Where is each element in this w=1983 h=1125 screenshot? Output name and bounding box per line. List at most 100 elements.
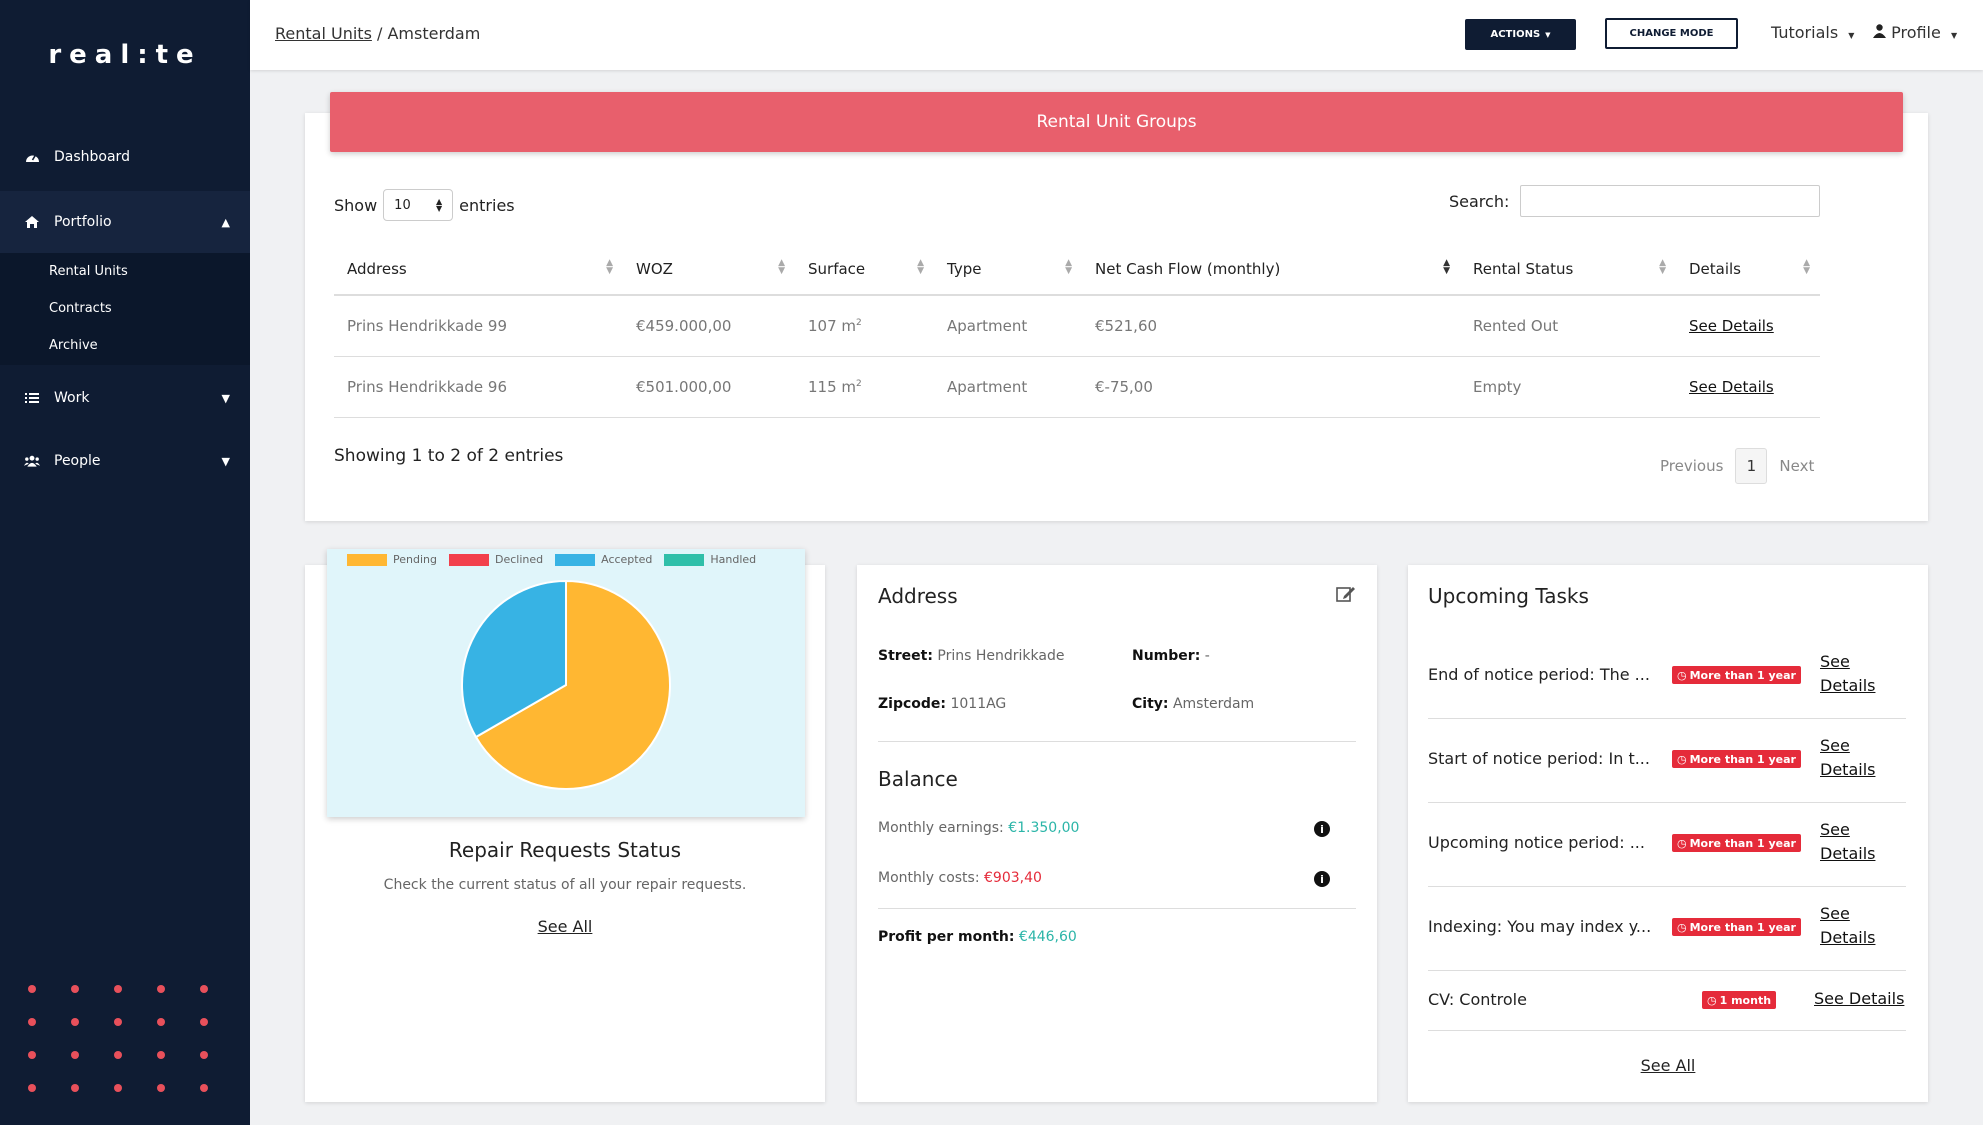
users-icon bbox=[24, 453, 40, 469]
see-details-link[interactable]: See Details bbox=[1814, 989, 1905, 1008]
city-label: City: bbox=[1132, 696, 1169, 712]
city-field: City: Amsterdam bbox=[1132, 696, 1254, 712]
show-label: Show bbox=[334, 195, 378, 215]
actions-button[interactable]: ACTIONS ▼ bbox=[1465, 19, 1576, 50]
sidebar-item-dashboard[interactable]: Dashboard bbox=[0, 129, 250, 185]
divider bbox=[878, 908, 1356, 909]
sidebar-subitem-archive[interactable]: Archive bbox=[49, 338, 98, 353]
column-header-woz[interactable]: WOZ ▲ ▼ bbox=[623, 243, 795, 296]
breadcrumb-current: Amsterdam bbox=[387, 24, 481, 43]
due-badge: ◷ 1 month bbox=[1702, 991, 1777, 1009]
clock-icon: ◷ bbox=[1707, 993, 1717, 1007]
see-details-link[interactable]: See Details bbox=[1820, 902, 1875, 950]
page-size-select[interactable]: 10 ▲ ▼ bbox=[383, 189, 454, 221]
next-page-button[interactable]: Next bbox=[1779, 457, 1815, 475]
monthly-costs-field: Monthly costs: €903,40 bbox=[878, 870, 1042, 886]
column-header-details[interactable]: Details ▲ ▼ bbox=[1676, 243, 1820, 296]
link-line: Details bbox=[1820, 676, 1876, 695]
search-label: Search: bbox=[1449, 192, 1510, 211]
number-field: Number: - bbox=[1132, 648, 1210, 664]
breadcrumb-link[interactable]: Rental Units bbox=[275, 24, 372, 43]
see-all-tasks-wrap: See All bbox=[1408, 1056, 1928, 1075]
column-label: Net Cash Flow (monthly) bbox=[1095, 259, 1281, 278]
legend-swatch bbox=[664, 553, 705, 566]
surface-unit-sup: 2 bbox=[856, 318, 862, 328]
task-title: Start of notice period: In t... bbox=[1428, 749, 1650, 768]
legend-item[interactable]: Declined bbox=[448, 553, 543, 566]
table-row: Prins Hendrikkade 99 €459.000,00 107 m2 … bbox=[334, 295, 1820, 357]
profile-menu[interactable]: Profile ▼ bbox=[1873, 23, 1957, 42]
legend-item[interactable]: Handled bbox=[664, 553, 756, 566]
column-header-surface[interactable]: Surface ▲ ▼ bbox=[795, 243, 934, 296]
change-mode-button[interactable]: CHANGE MODE bbox=[1605, 18, 1738, 49]
caret-down-icon: ▼ bbox=[1950, 31, 1958, 40]
address-card bbox=[857, 565, 1377, 1102]
see-details-link[interactable]: See Details bbox=[1820, 734, 1875, 782]
sort-desc-icon: ▲ ▼ bbox=[1443, 258, 1450, 276]
see-all-tasks-link[interactable]: See All bbox=[1640, 1056, 1696, 1075]
task-item: Upcoming notice period: ... ◷ More than 1… bbox=[1428, 802, 1906, 887]
see-all-repairs-link: See All bbox=[305, 917, 825, 936]
badge-label: More than 1 year bbox=[1689, 836, 1796, 850]
info-icon[interactable]: i bbox=[1314, 871, 1330, 887]
pie-slice-accepted[interactable] bbox=[461, 579, 567, 739]
surface-value: 115 m bbox=[808, 378, 857, 396]
cell-details: See Details bbox=[1676, 295, 1820, 357]
column-header-type[interactable]: Type ▲ ▼ bbox=[934, 243, 1082, 296]
due-badge: ◷ More than 1 year bbox=[1672, 750, 1801, 768]
sidebar-subitem-rental-units[interactable]: Rental Units bbox=[49, 264, 128, 279]
sidebar-item-people[interactable]: People ▼ bbox=[0, 433, 250, 489]
profit-value: €446,60 bbox=[1018, 929, 1077, 945]
cell-woz: €459.000,00 bbox=[623, 295, 795, 357]
page-1-button[interactable]: 1 bbox=[1735, 448, 1768, 484]
sidebar-item-work[interactable]: Work ▼ bbox=[0, 370, 250, 426]
showing-entries-text: Showing 1 to 2 of 2 entries bbox=[334, 446, 564, 466]
legend-item[interactable]: Accepted bbox=[555, 553, 652, 566]
chart-legend: Pending Declined Accepted Handled bbox=[347, 553, 768, 566]
column-label: Type bbox=[947, 259, 982, 278]
column-header-rental-status[interactable]: Rental Status ▲ ▼ bbox=[1460, 243, 1676, 296]
see-details-link[interactable]: See Details bbox=[1820, 818, 1875, 866]
cell-address: Prins Hendrikkade 99 bbox=[334, 295, 623, 357]
column-label: Address bbox=[347, 259, 407, 278]
column-label: WOZ bbox=[636, 259, 673, 278]
costs-value: €903,40 bbox=[984, 870, 1042, 886]
upcoming-tasks-title: Upcoming Tasks bbox=[1428, 584, 1589, 608]
link-line: Details bbox=[1820, 928, 1876, 947]
badge-label: More than 1 year bbox=[1689, 752, 1796, 766]
pie-slice-pending[interactable] bbox=[474, 579, 671, 790]
legend-swatch bbox=[555, 553, 596, 566]
see-all-link[interactable]: See All bbox=[537, 917, 593, 936]
legend-item[interactable]: Pending bbox=[347, 553, 437, 566]
portfolio-submenu: Rental Units Contracts Archive bbox=[0, 253, 250, 365]
street-label: Street: bbox=[878, 648, 933, 664]
info-icon[interactable]: i bbox=[1314, 821, 1330, 837]
profit-label: Profit per month: bbox=[878, 929, 1015, 945]
cell-type: Apartment bbox=[934, 295, 1082, 357]
column-header-net-cash-flow[interactable]: Net Cash Flow (monthly) ▲ ▼ bbox=[1082, 243, 1460, 296]
search-input[interactable] bbox=[1520, 185, 1820, 217]
clock-icon: ◷ bbox=[1677, 668, 1687, 682]
zipcode-label: Zipcode: bbox=[878, 696, 947, 712]
column-header-address[interactable]: Address ▲ ▼ bbox=[334, 243, 623, 296]
sidebar-item-portfolio[interactable]: Portfolio ▲ bbox=[0, 191, 250, 253]
home-icon bbox=[24, 214, 40, 230]
street-field: Street: Prins Hendrikkade bbox=[878, 648, 1064, 664]
see-details-link[interactable]: See Details bbox=[1820, 650, 1875, 698]
see-details-link[interactable]: See Details bbox=[1689, 317, 1774, 335]
tutorials-menu[interactable]: Tutorials ▼ bbox=[1771, 23, 1854, 42]
previous-page-button[interactable]: Previous bbox=[1660, 457, 1724, 475]
column-label: Details bbox=[1689, 259, 1742, 278]
edit-icon[interactable] bbox=[1336, 585, 1356, 607]
chevron-down-icon: ▼ bbox=[221, 454, 230, 468]
see-details-link[interactable]: See Details bbox=[1689, 378, 1774, 396]
sidebar-subitem-contracts[interactable]: Contracts bbox=[49, 301, 112, 316]
city-value: Amsterdam bbox=[1172, 696, 1255, 712]
app-logo[interactable]: real:te bbox=[48, 40, 202, 70]
monthly-earnings-field: Monthly earnings: €1.350,00 bbox=[878, 820, 1079, 836]
sort-icon: ▲ ▼ bbox=[778, 258, 785, 276]
link-line: See bbox=[1820, 652, 1850, 671]
task-item: End of notice period: The ... ◷ More than… bbox=[1428, 634, 1906, 719]
clock-icon: ◷ bbox=[1677, 752, 1687, 766]
badge-label: More than 1 year bbox=[1689, 668, 1796, 682]
